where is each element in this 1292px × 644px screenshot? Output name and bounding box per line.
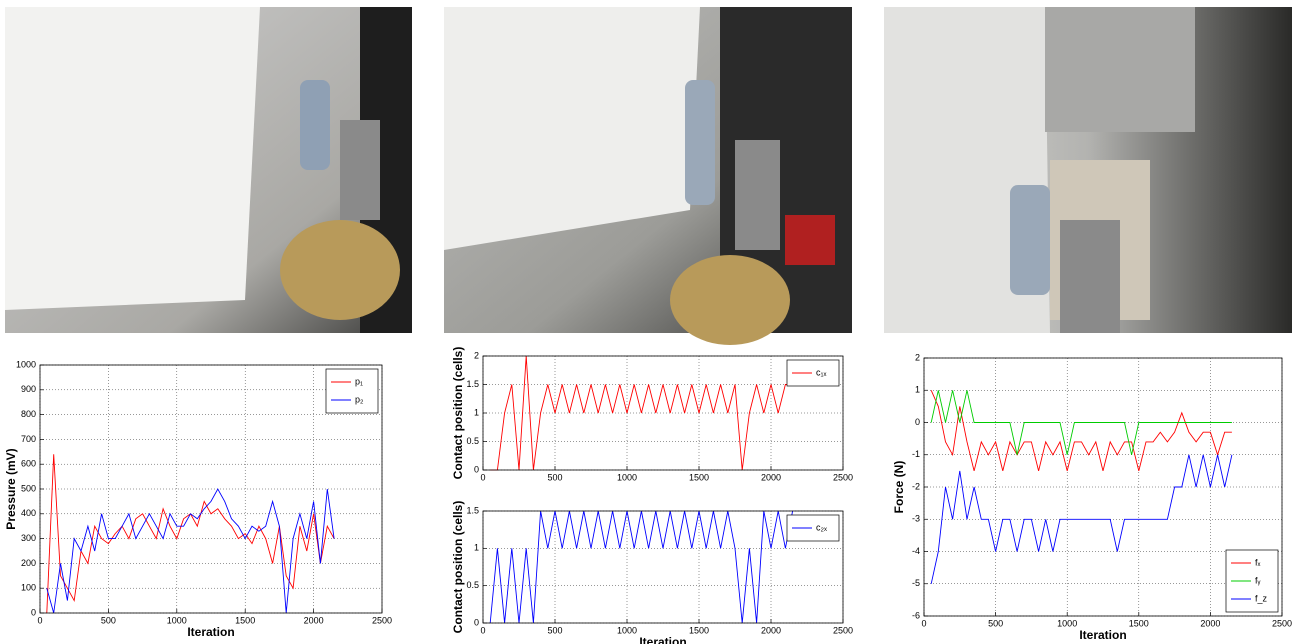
x-tick-label: 1000 [167, 615, 187, 625]
legend-label: f_z [1255, 593, 1268, 603]
legend-label: p₂ [355, 394, 364, 404]
y-axis-label: Contact position (cells) [451, 347, 465, 480]
x-tick-label: 2500 [833, 472, 853, 482]
y-tick-label: -2 [912, 481, 920, 491]
series-line [930, 390, 1232, 472]
x-tick-label: 500 [547, 472, 562, 482]
x-tick-label: 500 [101, 615, 116, 625]
y-tick-label: 1 [915, 385, 920, 395]
x-tick-label: 2500 [372, 615, 392, 625]
y-tick-label: 0 [31, 607, 36, 617]
y-tick-label: 1 [474, 407, 479, 417]
y-axis-label: Force (N) [892, 461, 906, 514]
chart: 0 0.5 1 1.5 2 0 500 1000 1500 2000 2500 Contact pos… [451, 347, 853, 483]
y-tick-label: 0.5 [466, 580, 479, 590]
x-tick-label: 1500 [1129, 618, 1149, 628]
y-tick-label: 800 [21, 409, 36, 419]
series-line [930, 454, 1233, 584]
y-tick-label: -1 [912, 449, 920, 459]
legend-label: fₓ [1255, 557, 1261, 567]
y-tick-label: 200 [21, 558, 36, 568]
x-tick-label: 2500 [1272, 618, 1292, 628]
y-tick-label: 1.5 [466, 505, 479, 515]
chart: 0 0.5 1 1.5 0 500 1000 1500 2000 2500 Iteration Con… [451, 501, 853, 644]
plot-frame [482, 510, 844, 624]
x-tick-label: 0 [480, 625, 485, 635]
x-tick-label: 1000 [617, 625, 637, 635]
y-tick-label: -5 [912, 578, 920, 588]
y-tick-label: 2 [474, 350, 479, 360]
x-tick-label: 1500 [689, 472, 709, 482]
photo [444, 7, 852, 345]
plot-area [483, 511, 843, 623]
y-tick-label: 700 [21, 434, 36, 444]
y-tick-label: 400 [21, 508, 36, 518]
x-tick-label: 1000 [1057, 618, 1077, 628]
plot-area [924, 358, 1282, 616]
x-tick-label: 500 [547, 625, 562, 635]
x-tick-label: 2000 [1200, 618, 1220, 628]
x-tick-label: 2000 [761, 472, 781, 482]
y-tick-label: 0 [915, 417, 920, 427]
chart: 0 100 200 300 400 500 600 700 800 900 1000 0 500 1000… [4, 359, 392, 639]
series-line [930, 390, 1232, 455]
legend-label: fᵧ [1255, 575, 1261, 585]
y-tick-label: 600 [21, 459, 36, 469]
y-axis-label: Pressure (mV) [4, 448, 18, 529]
y-tick-label: 0 [474, 617, 479, 627]
plot-frame [482, 355, 844, 471]
x-tick-label: 2000 [761, 625, 781, 635]
chart: -6 -5 -4 -3 -2 -1 0 1 2 0 500 1000 1500 2000 2500 Itera… [892, 352, 1292, 642]
y-tick-label: 1 [474, 543, 479, 553]
x-tick-label: 0 [37, 615, 42, 625]
x-tick-label: 1000 [617, 472, 637, 482]
y-tick-label: 500 [21, 483, 36, 493]
x-tick-label: 500 [988, 618, 1003, 628]
photo [5, 7, 412, 333]
x-axis-label: Iteration [639, 635, 686, 644]
y-tick-label: 300 [21, 533, 36, 543]
x-tick-label: 0 [480, 472, 485, 482]
y-tick-label: -3 [912, 514, 920, 524]
y-axis-label: Contact position (cells) [451, 501, 465, 634]
x-tick-label: 2000 [304, 615, 324, 625]
x-axis-label: Iteration [1079, 628, 1126, 642]
y-tick-label: 1000 [16, 359, 36, 369]
plot-frame [923, 357, 1283, 617]
x-tick-label: 0 [921, 618, 926, 628]
legend-label: c₁ₓ [816, 367, 827, 377]
legend-label: p₁ [355, 376, 363, 386]
photo [884, 7, 1292, 333]
plot-frame [39, 364, 383, 614]
x-tick-label: 2500 [833, 625, 853, 635]
y-tick-label: 0.5 [466, 436, 479, 446]
x-tick-label: 1500 [235, 615, 255, 625]
y-tick-label: 900 [21, 384, 36, 394]
x-tick-label: 1500 [689, 625, 709, 635]
legend-box [325, 368, 379, 414]
y-tick-label: 100 [21, 583, 36, 593]
y-tick-label: 1.5 [466, 379, 479, 389]
y-tick-label: 0 [474, 464, 479, 474]
y-tick-label: 2 [915, 352, 920, 362]
y-tick-label: -4 [912, 546, 920, 556]
x-axis-label: Iteration [187, 625, 234, 639]
y-tick-label: -6 [912, 610, 920, 620]
legend-label: c₂ₓ [816, 522, 827, 532]
